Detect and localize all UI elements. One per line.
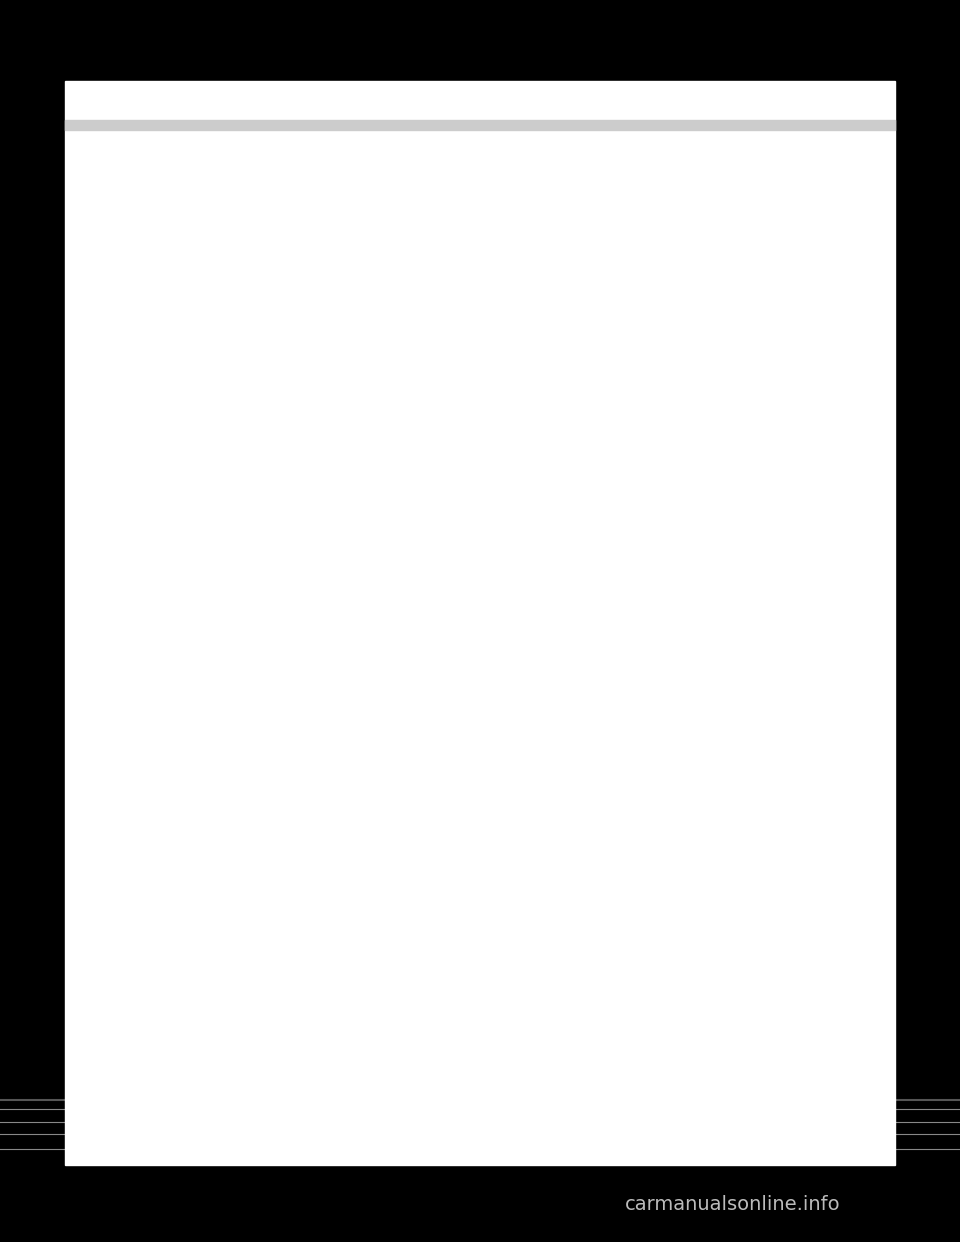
Bar	[650, 586, 675, 609]
Circle shape	[183, 523, 229, 582]
Text: KL 15: KL 15	[331, 545, 379, 560]
Bar	[426, 586, 452, 609]
Text: Voltage
Monitor: Voltage Monitor	[490, 674, 538, 704]
Bar	[446, 358, 514, 549]
Bar	[501, 586, 526, 609]
Text: MS 43 NEW FUNCTIONS: MS 43 NEW FUNCTIONS	[58, 72, 426, 101]
Text: +: +	[432, 378, 443, 390]
Text: 5: 5	[360, 574, 370, 586]
Text: If the voltage difference between the two terminals is greater than 3 volts, a f: If the voltage difference between the tw…	[58, 248, 710, 284]
Text: KL 30: KL 30	[235, 390, 283, 405]
Text: 85: 85	[528, 529, 541, 545]
Text: 4: 4	[435, 574, 444, 586]
Text: 2: 2	[584, 574, 592, 586]
Text: carmanualsonline.info: carmanualsonline.info	[624, 1195, 840, 1215]
Bar	[575, 586, 601, 609]
Text: MS 43.0: MS 43.0	[457, 773, 570, 797]
Text: M54engMS43/ST036/6/20000: M54engMS43/ST036/6/20000	[687, 1128, 840, 1138]
Text: 1: 1	[658, 574, 667, 586]
Circle shape	[196, 539, 217, 566]
Text: 87: 87	[528, 396, 541, 411]
Text: 15: 15	[817, 1109, 840, 1126]
Text: ART-E46ICMS43RELAY: ART-E46ICMS43RELAY	[457, 854, 570, 864]
Bar	[352, 586, 377, 609]
Text: MAIN RELAY MONITOR: MAIN RELAY MONITOR	[58, 112, 282, 129]
Bar	[322, 609, 706, 832]
Bar	[187, 370, 331, 425]
Text: The MS 43.0 system incorporates a new monitoring feature for terminal 87 (KL 87): The MS 43.0 system incorporates a new mo…	[58, 152, 741, 230]
Text: 3: 3	[510, 574, 517, 586]
Text: 30: 30	[472, 339, 482, 353]
